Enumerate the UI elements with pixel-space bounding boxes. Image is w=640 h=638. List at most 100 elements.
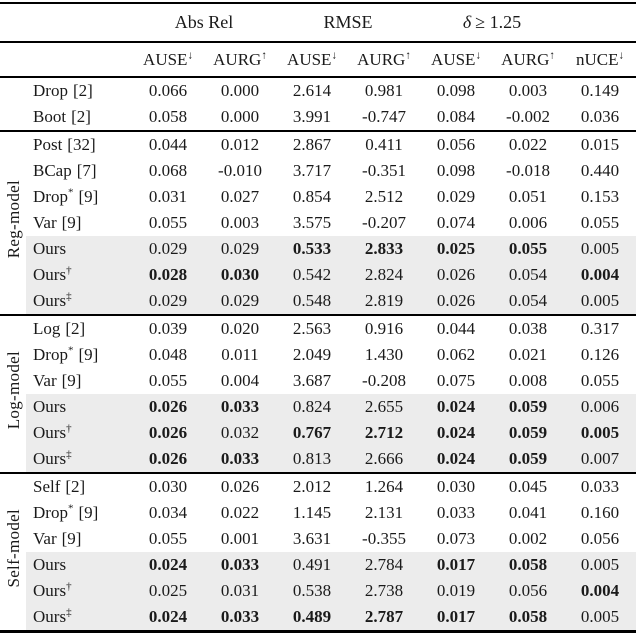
row-label: Ours: [33, 449, 67, 468]
table-section: Self-model Self [2] 0.030 0.026 2.012 1.264 0.0…: [0, 472, 637, 632]
value-cell: 0.003: [220, 213, 260, 232]
metric-header-cell: nUCE↓: [564, 42, 637, 78]
row-label-superscript: ‡: [66, 606, 72, 619]
metric-label: AUSE: [287, 50, 332, 69]
row-label-superscript: *: [67, 186, 74, 199]
citation-ref: [9]: [61, 529, 82, 548]
value-cell: 0.062: [436, 345, 476, 364]
value-cell: 0.026: [420, 262, 492, 288]
citation-ref: [9]: [78, 187, 99, 206]
value-cell: -0.208: [362, 371, 406, 390]
value-cell: 0.006: [508, 213, 548, 232]
metric-header-cell: AUSE↓: [132, 42, 204, 78]
row-label: Self: [33, 477, 61, 496]
value-cell: 3.687: [292, 371, 332, 390]
value-cell: 2.012: [276, 472, 348, 500]
value-cell: 0.026: [132, 394, 204, 420]
value-cell: 2.833: [348, 236, 420, 262]
value-cell: 0.025: [132, 578, 204, 604]
value-cell: 0.916: [348, 314, 420, 342]
value-cell: 0.055: [580, 371, 620, 390]
table-row: Drop* [9] 0.048 0.011 2.049 1.430 0.062 0.021 0.…: [0, 342, 636, 368]
row-label-cell: Boot [2]: [26, 104, 132, 131]
row-label-cell: Drop [2]: [26, 77, 132, 104]
row-label: Ours: [33, 265, 67, 284]
row-label-superscript: †: [66, 422, 72, 435]
value-cell: 0.006: [564, 394, 637, 420]
row-label: Drop: [33, 345, 68, 364]
metric-label: AURG: [213, 50, 262, 69]
row-label: Drop: [33, 503, 68, 522]
value-cell: 0.440: [580, 161, 620, 180]
table-row: Var [9] 0.055 0.001 3.631 -0.355 0.073 0.002 0.0…: [0, 526, 636, 552]
value-cell: 0.038: [492, 314, 565, 342]
row-label-superscript: †: [66, 264, 72, 277]
metric-header-cell: AUSE↓: [276, 42, 348, 78]
value-cell: 2.824: [348, 262, 420, 288]
down-arrow-icon: ↓: [618, 49, 625, 62]
value-cell: 0.026: [132, 420, 204, 446]
value-cell: 0.004: [220, 371, 260, 390]
value-cell: 0.041: [508, 503, 548, 522]
value-cell: 0.024: [132, 552, 204, 578]
value-cell: 2.049: [292, 345, 332, 364]
value-cell: 0.029: [132, 288, 204, 315]
row-label-cell: Ours: [26, 236, 132, 262]
row-label-cell: Ours‡: [26, 288, 132, 315]
value-cell: 0.021: [508, 345, 548, 364]
value-cell: 0.098: [436, 81, 476, 100]
value-cell: 0.030: [204, 262, 276, 288]
value-cell: 0.029: [204, 288, 276, 315]
value-cell: 0.981: [364, 81, 404, 100]
value-cell: 2.655: [348, 394, 420, 420]
group-label: Self-model: [3, 508, 23, 588]
row-label-cell: Drop* [9]: [26, 500, 132, 526]
value-cell: 0.055: [148, 529, 188, 548]
value-cell: 2.614: [292, 81, 332, 100]
group-label-cell: Reg-model: [0, 130, 26, 315]
value-cell: 2.787: [348, 604, 420, 632]
value-cell: 0.066: [148, 81, 188, 100]
citation-ref: [9]: [61, 213, 82, 232]
table-row: Ours 0.026 0.033 0.824 2.655 0.024 0.059 0.006: [0, 394, 637, 420]
table-row: Ours‡ 0.029 0.029 0.548 2.819 0.026 0.054 0.005: [0, 288, 637, 315]
row-label-cell: Ours†: [26, 420, 132, 446]
value-cell: 0.022: [220, 503, 260, 522]
row-label: Var: [33, 371, 57, 390]
value-cell: 0.029: [204, 236, 276, 262]
value-cell: 0.411: [348, 130, 420, 158]
citation-ref: [9]: [78, 345, 99, 364]
value-cell: 2.784: [348, 552, 420, 578]
value-cell: 0.027: [220, 187, 260, 206]
value-cell: -0.018: [506, 161, 550, 180]
value-cell: 0.019: [420, 578, 492, 604]
table-row: Drop* [9] 0.031 0.027 0.854 2.512 0.029 0.051 0.…: [0, 184, 636, 210]
group-header-cell: δ ≥ 1.25: [420, 2, 565, 43]
value-cell: 0.001: [220, 529, 260, 548]
up-arrow-icon: ↑: [405, 49, 411, 62]
value-cell: 0.005: [564, 236, 637, 262]
metric-header-cell: AUSE↓: [420, 42, 492, 78]
value-cell: 0.004: [564, 262, 637, 288]
value-cell: 0.033: [204, 394, 276, 420]
value-cell: 0.031: [148, 187, 188, 206]
table-row: Reg-model Post [32] 0.044 0.012 2.867 0.411 0.0…: [0, 130, 637, 315]
value-cell: 3.991: [292, 107, 332, 126]
value-cell: 0.031: [204, 578, 276, 604]
value-cell: 0.059: [492, 420, 565, 446]
group-label-cell: Self-model: [0, 472, 26, 632]
value-cell: 0.032: [204, 420, 276, 446]
row-label: Var: [33, 529, 57, 548]
group-label-cell: Log-model: [0, 314, 26, 473]
value-cell: 0.075: [436, 371, 476, 390]
value-cell: 0.824: [276, 394, 348, 420]
value-cell: 0.026: [204, 472, 276, 500]
table-row: Ours‡ 0.026 0.033 0.813 2.666 0.024 0.059 0.007: [0, 446, 637, 473]
citation-ref: [9]: [61, 371, 82, 390]
value-cell: 0.026: [420, 288, 492, 315]
value-cell: 0.533: [276, 236, 348, 262]
row-label-cell: Self [2]: [26, 472, 132, 500]
value-cell: 0.017: [420, 604, 492, 632]
group-label: Log-model: [3, 350, 23, 430]
